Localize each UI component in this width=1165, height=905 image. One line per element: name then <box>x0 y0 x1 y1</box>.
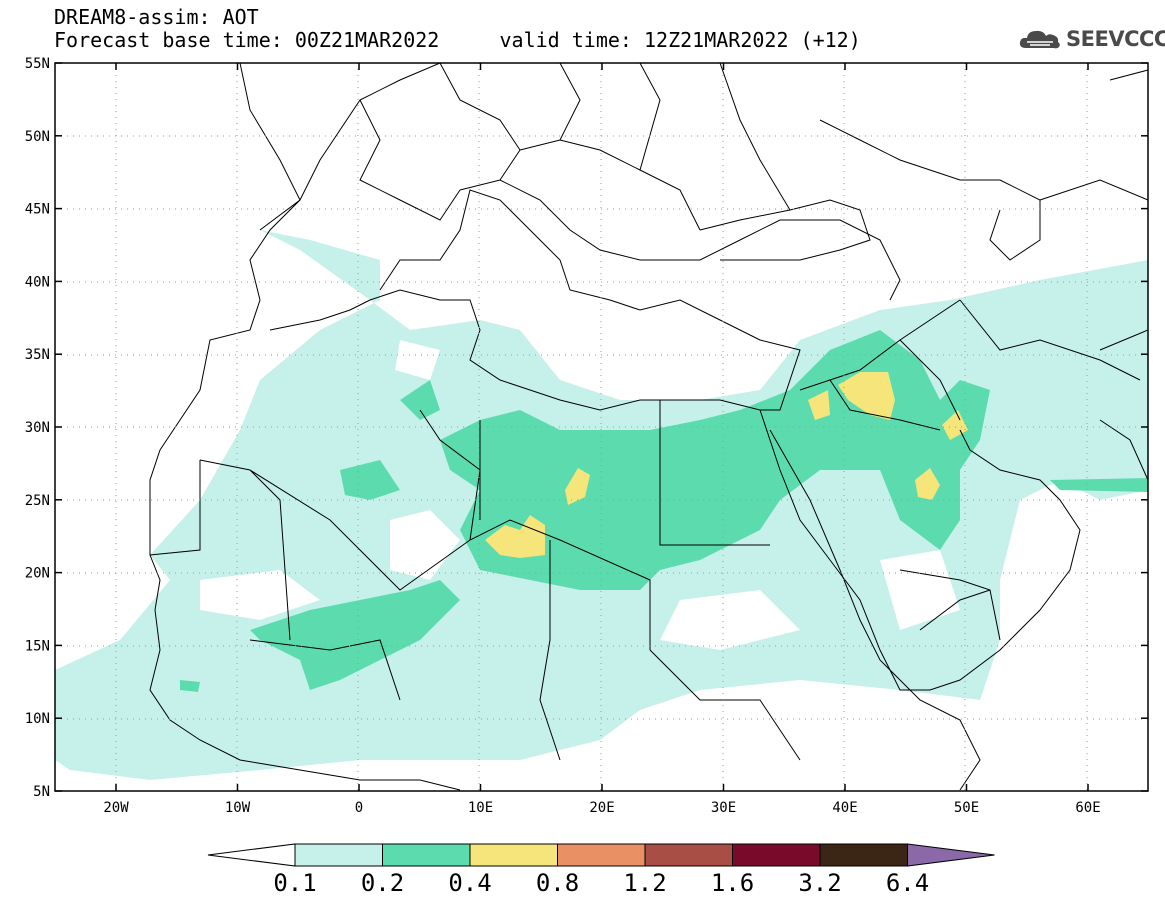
coastline-europe <box>259 63 901 301</box>
lat-label: 40N <box>25 274 50 290</box>
lon-axis: 20W 10W 0 10E 20E 30E 40E 50E 60E <box>103 63 1101 816</box>
borders-europe <box>359 63 1148 231</box>
colorbar-label: 1.2 <box>623 869 666 897</box>
colorbar-swatch <box>382 843 471 867</box>
colorbar-swatch <box>294 843 383 867</box>
colorbar-label: 3.2 <box>798 869 841 897</box>
coastline-africa-east <box>769 429 981 791</box>
colorbar-arrow-high <box>907 843 995 867</box>
gridlines <box>55 63 1148 791</box>
colorbar-label: 0.1 <box>273 869 316 897</box>
aot-band-0.4-0.8-saudi <box>915 468 940 500</box>
lat-label: 45N <box>25 202 50 218</box>
aot-clear-area-1 <box>390 510 460 580</box>
coastline-mediterranean <box>269 189 801 411</box>
aot-contours <box>55 230 1148 780</box>
coastline-black-sea <box>699 199 871 261</box>
lat-label: 50N <box>25 129 50 145</box>
lat-label: 30N <box>25 420 50 436</box>
aot-clear-area-3 <box>660 590 800 650</box>
colorbar-swatch <box>469 843 558 867</box>
colorbar-label: 1.6 <box>711 869 754 897</box>
aot-band-0.2-0.4-gulf <box>1050 478 1148 492</box>
aot-band-0.4-0.8-iraq <box>838 372 895 420</box>
logo-text: SEEVCCC <box>1066 27 1165 51</box>
aot-band-0.2-0.4-sahel <box>250 580 460 690</box>
lat-label: 25N <box>25 493 50 509</box>
aot-band-0.4-0.8-jordan <box>808 390 830 420</box>
coastline-arabia <box>759 409 1081 691</box>
aot-band-0.4-0.8-niger <box>485 515 545 558</box>
colorbar-label: 0.2 <box>361 869 404 897</box>
colorbar-swatch <box>819 843 908 867</box>
lat-label: 15N <box>25 638 50 654</box>
coastline-west-africa <box>149 63 461 791</box>
aot-clear-area-5 <box>395 340 440 380</box>
lon-label: 50E <box>954 800 979 816</box>
coastlines-borders <box>149 63 1148 791</box>
colorbar-swatch <box>644 843 733 867</box>
aot-band-0.2-0.4-algeria <box>340 460 400 500</box>
lon-label: 0 <box>355 800 363 816</box>
aot-band-0.2-0.4-mauritania <box>180 680 200 692</box>
colorbar-label: 0.8 <box>536 869 579 897</box>
colorbar-label: 0.4 <box>448 869 491 897</box>
colorbar-label: 6.4 <box>886 869 929 897</box>
lon-label: 60E <box>1075 800 1100 816</box>
lon-label: 10W <box>225 800 251 816</box>
lon-label: 10E <box>468 800 493 816</box>
colorbar-swatch <box>557 843 646 867</box>
aot-band-0.4-0.8-libya <box>565 468 590 505</box>
borders-africa <box>149 400 801 761</box>
lon-label: 40E <box>832 800 857 816</box>
lat-label: 20N <box>25 566 50 582</box>
colorbar-swatch <box>732 843 821 867</box>
colorbar-arrow-low <box>207 843 296 867</box>
lat-axis: 55N 50N 45N 40N 35N 30N 25N 20N 15N 10N 5N <box>25 56 1148 800</box>
colorbar: 0.1 0.2 0.4 0.8 1.2 1.6 3.2 6.4 <box>207 843 995 897</box>
borders-middle-east <box>799 299 1141 641</box>
aot-band-0.2-0.4-west <box>400 380 440 420</box>
lon-label: 20W <box>103 800 129 816</box>
title-block: DREAM8-assim: AOT Forecast base time: 00… <box>54 6 861 52</box>
aot-clear-area-2 <box>200 570 320 620</box>
seevccc-logo: SEEVCCC <box>1018 26 1165 52</box>
coastline-caspian <box>989 179 1041 261</box>
coastline-india <box>1099 69 1148 481</box>
lon-label: 30E <box>711 800 736 816</box>
lat-label: 5N <box>33 784 50 800</box>
lon-label: 20E <box>589 800 614 816</box>
map-title: DREAM8-assim: AOT <box>54 5 259 29</box>
cloud-icon <box>1019 30 1060 49</box>
lat-label: 10N <box>25 711 50 727</box>
lat-label: 55N <box>25 56 50 72</box>
lat-label: 35N <box>25 347 50 363</box>
forecast-times: Forecast base time: 00Z21MAR2022 valid t… <box>54 28 861 52</box>
